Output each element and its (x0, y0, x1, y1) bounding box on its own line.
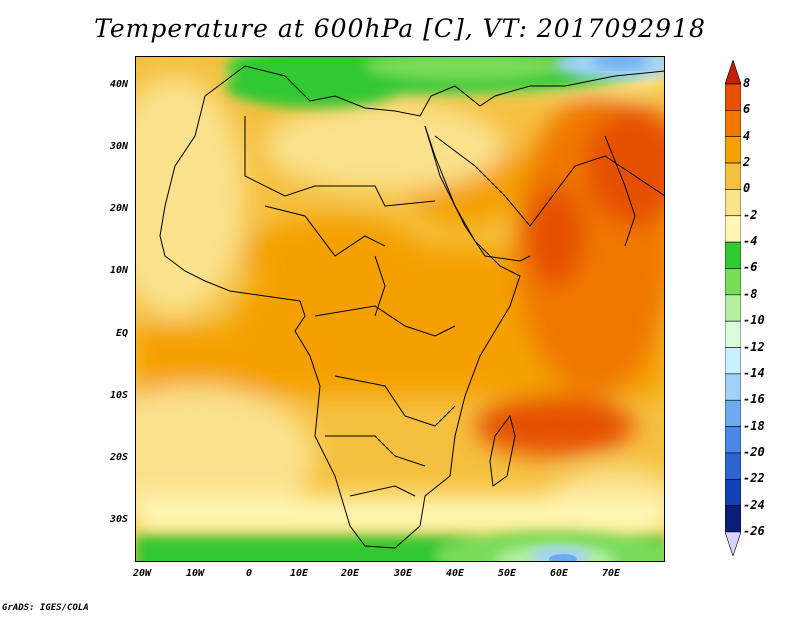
colorbar-label: -10 (743, 313, 765, 328)
colorbar-cell (725, 268, 741, 296)
colorbar-cell (725, 215, 741, 243)
lat-tick-20n: 20N (109, 203, 128, 214)
plot-title: Temperature at 600hPa [C], VT: 201709291… (94, 14, 706, 43)
colorbar-cell (725, 241, 741, 269)
colorbar-label: 8 (743, 76, 751, 90)
lat-tick-30s: 30S (109, 514, 128, 525)
colorbar-label: -12 (743, 339, 765, 354)
lon-tick-10e: 10E (290, 568, 309, 579)
lon-tick-60e: 60E (550, 568, 569, 579)
temperature-map (135, 56, 665, 562)
lat-tick-40n: 40N (109, 79, 128, 90)
colorbar-label: -18 (743, 418, 765, 433)
lon-tick-20w: 20W (133, 568, 152, 579)
colorbar-label: 6 (743, 102, 751, 117)
colorbar-label: -6 (743, 260, 758, 275)
colorbar-label: 4 (743, 128, 751, 143)
colorbar-cell (725, 373, 741, 401)
colorbar-cell (725, 110, 741, 138)
colorbar-cell (725, 320, 741, 348)
colorbar-cell (725, 83, 741, 111)
colorbar-label: -2 (743, 207, 758, 222)
colorbar-label: 0 (743, 181, 751, 196)
colorbar-label: -8 (743, 286, 758, 301)
lon-tick-40e: 40E (446, 568, 465, 579)
colorbar-label: -20 (743, 444, 765, 459)
colorbar (725, 60, 741, 556)
colorbar-cell (725, 294, 741, 322)
temperature-field (135, 56, 665, 562)
colorbar-cell (725, 399, 741, 427)
colorbar-cell (725, 136, 741, 164)
colorbar-label: -14 (743, 365, 765, 380)
colorbar-cell (725, 426, 741, 454)
colorbar-cell (725, 452, 741, 480)
colorbar-label: -24 (743, 497, 765, 512)
colorbar-cell (725, 189, 741, 217)
lon-tick-10w: 10W (186, 568, 205, 579)
lat-tick-eq: EQ (115, 328, 128, 339)
lon-tick-30e: 30E (394, 568, 413, 579)
colorbar-label: -16 (743, 392, 765, 407)
lat-tick-20s: 20S (109, 452, 128, 463)
colorbar-cell (725, 478, 741, 506)
lat-tick-10n: 10N (109, 265, 128, 276)
lon-tick-70e: 70E (602, 568, 621, 579)
colorbar-cell (725, 347, 741, 375)
lon-tick-50e: 50E (498, 568, 517, 579)
colorbar-cell (725, 505, 741, 533)
colorbar-cell (725, 162, 741, 190)
grads-credit: GrADS: IGES/COLA (2, 603, 89, 613)
lon-tick-20e: 20E (341, 568, 360, 579)
colorbar-bottom-triangle (725, 531, 741, 556)
lat-tick-10s: 10S (109, 390, 128, 401)
colorbar-label: -22 (743, 471, 765, 486)
colorbar-top-triangle (725, 60, 741, 85)
lat-tick-30n: 30N (109, 141, 128, 152)
lon-tick-0: 0 (246, 568, 253, 579)
colorbar-label: -4 (743, 234, 758, 249)
colorbar-label: -26 (743, 524, 765, 538)
colorbar-label: 2 (743, 155, 751, 170)
